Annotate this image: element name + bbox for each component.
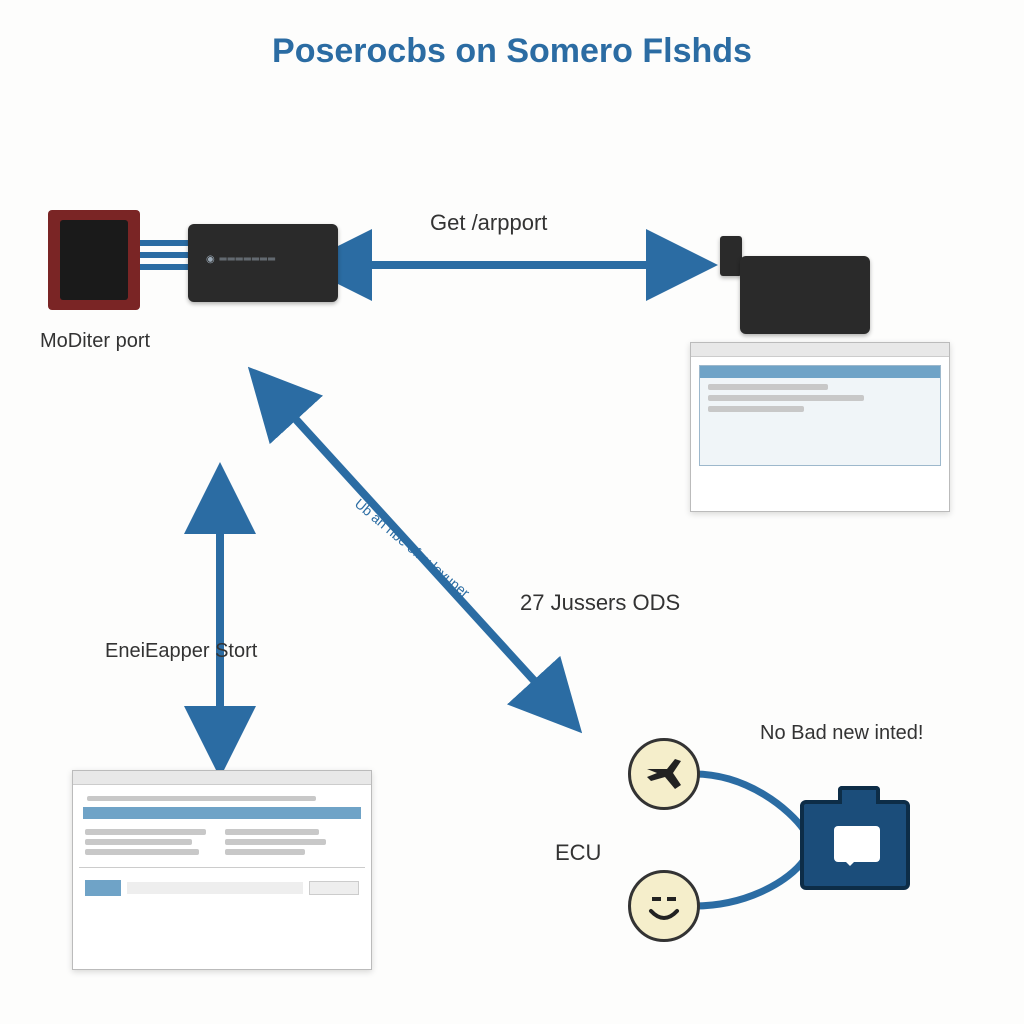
- device-right: [720, 210, 890, 300]
- label-get-arpport: Get /arpport: [430, 210, 547, 236]
- plane-circle-icon: [628, 738, 700, 810]
- device-moditer: ◉ ═══════: [48, 210, 308, 320]
- smile-circle-icon: [628, 870, 700, 942]
- label-no-bad: No Bad new inted!: [760, 722, 923, 745]
- window-top-right: [690, 342, 950, 512]
- device-brand-text: ◉ ═══════: [206, 254, 306, 270]
- label-jussers: 27 Jussers ODS: [520, 590, 680, 616]
- speech-bubble-icon: [834, 826, 880, 862]
- briefcase-icon: [800, 800, 910, 890]
- label-eneieapper: EneiEapper Stort: [105, 640, 257, 663]
- label-ecu: ECU: [555, 840, 601, 866]
- window-bottom-left: [72, 770, 372, 970]
- diagram-title: Poserocbs on Somero Flshds: [0, 32, 1024, 71]
- label-ub-an: Ub an nbe ofrw loyuper: [352, 495, 473, 600]
- label-moditer-port: MoDiter port: [40, 330, 150, 353]
